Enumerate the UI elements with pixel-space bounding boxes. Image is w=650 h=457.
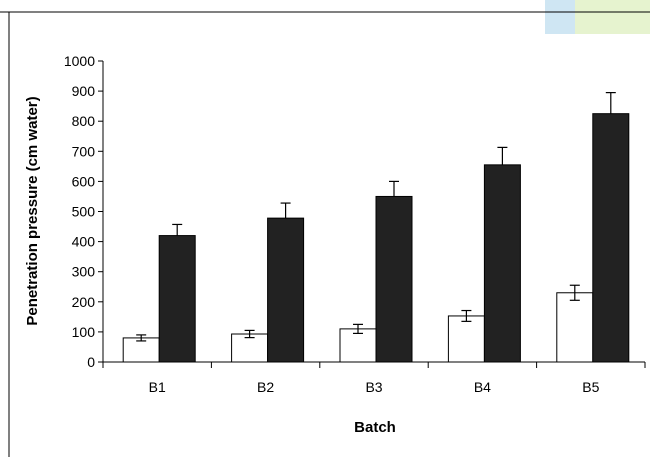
- bars: [122, 113, 630, 363]
- x-tick-label: B2: [257, 379, 274, 395]
- bar-open: [556, 292, 594, 363]
- y-tick-label: 900: [72, 83, 96, 99]
- y-ticks: 0 100 200 300 400 500 600 700 800 900 1000: [64, 53, 103, 370]
- corner-decoration-blue: [545, 0, 575, 34]
- y-tick-label: 500: [72, 204, 96, 220]
- bar-filled: [483, 164, 521, 363]
- bar-filled: [158, 235, 196, 363]
- x-tick-label: B1: [149, 379, 166, 395]
- y-tick-label: 200: [72, 294, 96, 310]
- x-tick-label: B5: [582, 379, 599, 395]
- bar-filled: [592, 113, 630, 363]
- y-tick-label: 400: [72, 234, 96, 250]
- bar-filled: [267, 217, 305, 363]
- bar-open: [447, 315, 485, 363]
- y-tick-label: 600: [72, 173, 96, 189]
- x-tick-label: B4: [474, 379, 491, 395]
- x-ticks: B1 B2 B3 B4 B5: [102, 362, 646, 395]
- y-tick-label: 700: [72, 143, 96, 159]
- y-tick-label: 0: [87, 354, 95, 370]
- y-tick-label: 100: [72, 324, 96, 340]
- bar-filled: [375, 195, 413, 363]
- bar-open: [231, 333, 269, 363]
- bar-open: [122, 337, 160, 363]
- y-axis-title: Penetration pressure (cm water): [24, 96, 41, 325]
- bar-open: [339, 328, 377, 363]
- y-tick-label: 300: [72, 264, 96, 280]
- y-tick-label: 800: [72, 113, 96, 129]
- y-tick-label: 1000: [64, 53, 95, 69]
- x-tick-label: B3: [365, 379, 382, 395]
- x-axis-title: Batch: [354, 419, 396, 436]
- error-bars: [136, 92, 616, 342]
